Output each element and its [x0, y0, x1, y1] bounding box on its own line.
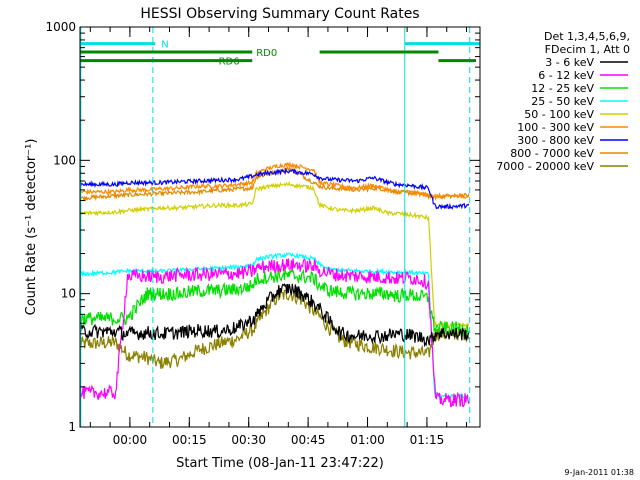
- x-tick-label-4: 01:00: [350, 433, 385, 447]
- flag-label-0: N: [161, 40, 168, 51]
- plot-area: [80, 27, 480, 427]
- x-axis-label: Start Time (08-Jan-11 23:47:22): [176, 456, 384, 471]
- x-tick-label-3: 00:45: [291, 433, 326, 447]
- series-line-0: [80, 283, 470, 348]
- legend-header-1: FDecim 1, Att 0: [545, 43, 630, 56]
- legend-label-0: 3 - 6 keV: [545, 56, 594, 69]
- legend-label-4: 50 - 100 keV: [524, 108, 594, 121]
- series-line-5: [80, 161, 470, 200]
- legend-label-7: 800 - 7000 keV: [510, 147, 594, 160]
- series-line-4: [80, 181, 470, 330]
- flag-label-1: RD0: [256, 48, 277, 59]
- series-line-8: [80, 289, 470, 369]
- y-axis-label: Count Rate (s⁻¹ detector⁻¹): [24, 139, 39, 316]
- y-tick-label-1: 10: [61, 287, 76, 301]
- legend-label-1: 6 - 12 keV: [538, 69, 594, 82]
- y-tick-label-2: 100: [53, 153, 76, 167]
- series-line-2: [80, 268, 470, 337]
- legend-header-0: Det 1,3,4,5,6,9,: [544, 30, 630, 43]
- x-tick-label-0: 00:00: [113, 433, 148, 447]
- flag-label-2: RD6: [219, 57, 240, 68]
- y-tick-label-0: 1: [68, 420, 76, 434]
- chart-title: HESSI Observing Summary Count Rates: [140, 6, 419, 22]
- plot-frame: [79, 26, 481, 428]
- series-line-1: [80, 258, 470, 408]
- x-tick-label-1: 00:15: [172, 433, 207, 447]
- legend-label-2: 12 - 25 keV: [531, 82, 594, 95]
- series-line-6: [80, 167, 470, 211]
- x-tick-label-5: 01:15: [410, 433, 445, 447]
- legend-label-3: 25 - 50 keV: [531, 95, 594, 108]
- series-line-3: [80, 251, 469, 401]
- legend-label-6: 300 - 800 keV: [517, 134, 594, 147]
- legend-label-8: 7000 - 20000 keV: [496, 160, 594, 173]
- footer-timestamp: 9-Jan-2011 01:38: [564, 468, 634, 477]
- y-tick-label-3: 1000: [45, 20, 76, 34]
- legend-label-5: 100 - 300 keV: [517, 121, 594, 134]
- x-tick-label-2: 00:30: [231, 433, 266, 447]
